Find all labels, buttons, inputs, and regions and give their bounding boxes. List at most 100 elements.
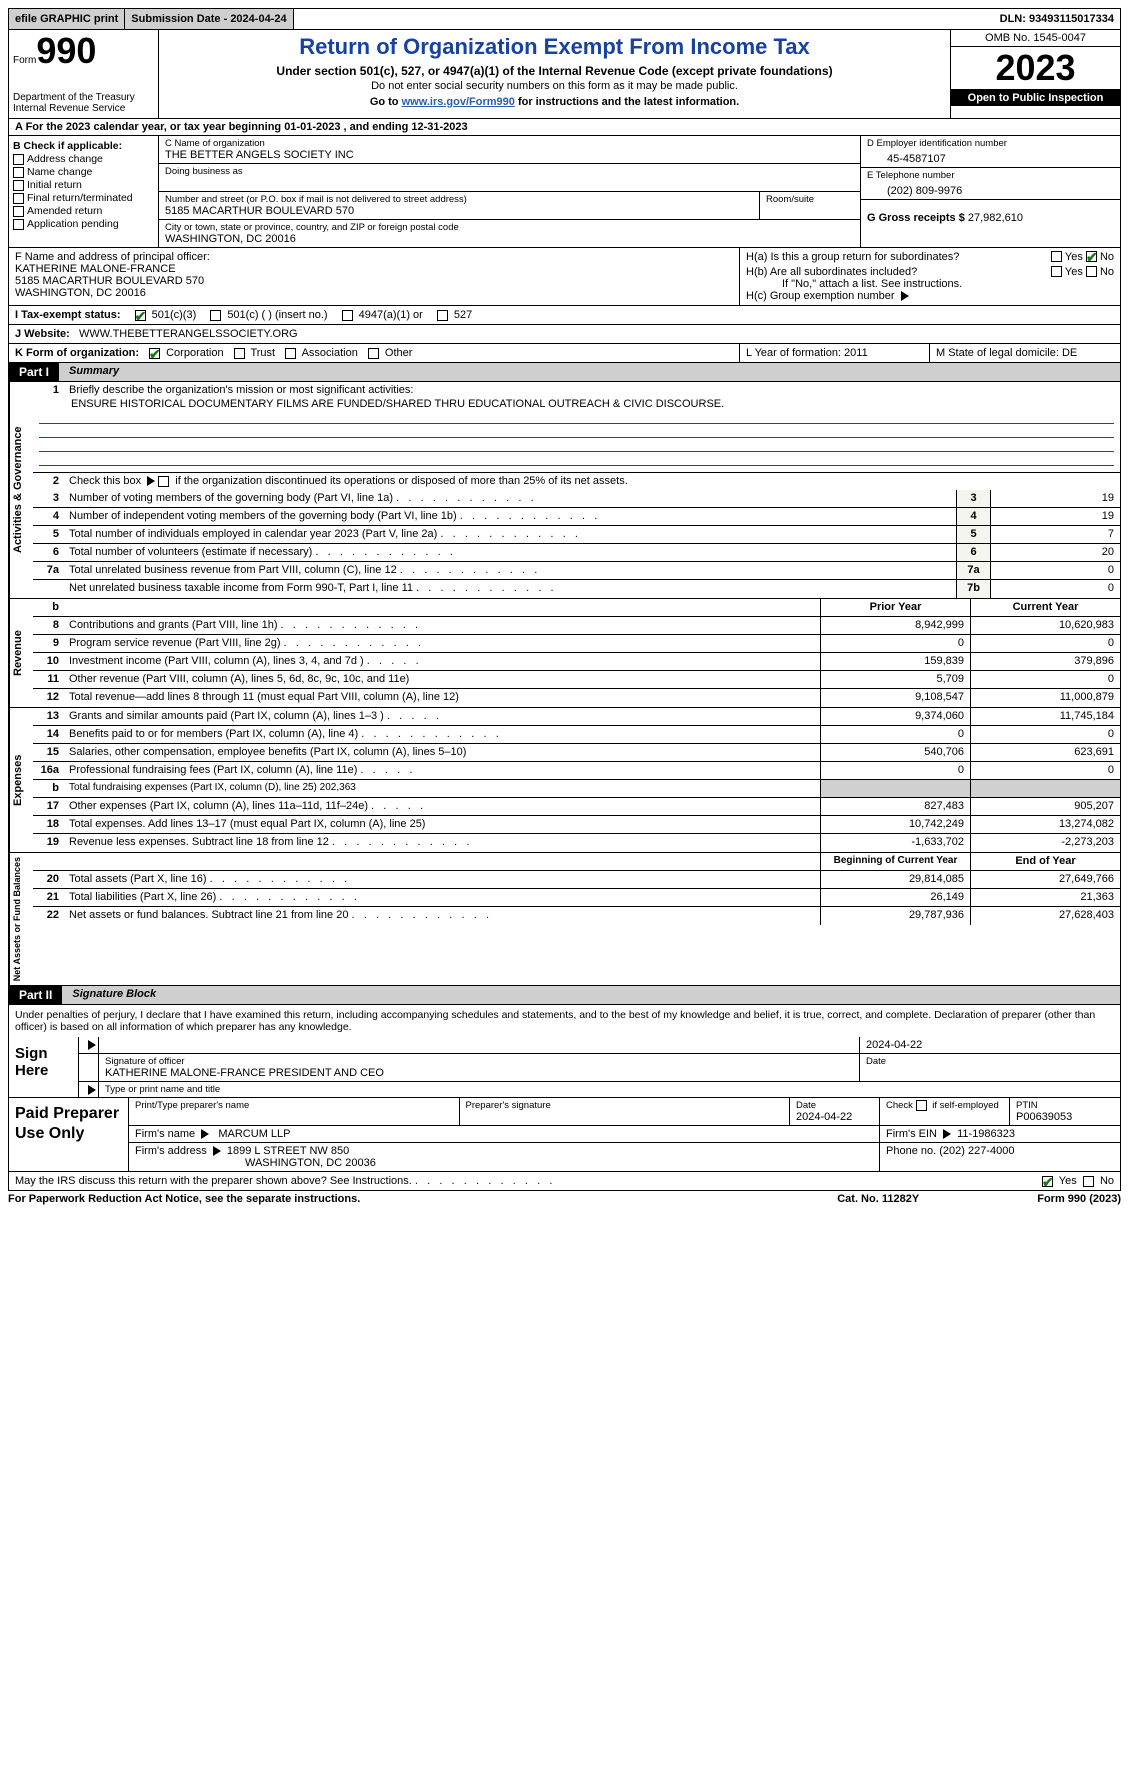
s4-val: 19 [990, 508, 1120, 525]
cb-initial-return[interactable] [13, 180, 24, 191]
cb-discuss-no[interactable] [1083, 1176, 1094, 1187]
part2-header: Part II Signature Block [8, 986, 1121, 1005]
cb-address-change[interactable] [13, 154, 24, 165]
hb2-label: If "No," attach a list. See instructions… [746, 278, 1114, 290]
s16a-label: Professional fundraising fees (Part IX, … [65, 762, 820, 779]
prep-date-label: Date [796, 1100, 816, 1111]
officer-addr1: 5185 MACARTHUR BOULEVARD 570 [15, 275, 733, 287]
ptin-label: PTIN [1016, 1100, 1038, 1111]
m-state: M State of legal domicile: DE [930, 344, 1120, 362]
city-value: WASHINGTON, DC 20016 [165, 233, 854, 245]
officer-label: F Name and address of principal officer: [15, 251, 733, 263]
sidelabel-netassets: Net Assets or Fund Balances [9, 853, 33, 985]
footer-discuss: May the IRS discuss this return with the… [8, 1172, 1121, 1191]
hb-label: H(b) Are all subordinates included? [746, 266, 1051, 278]
arrow-icon [88, 1040, 96, 1050]
cb-discontinued[interactable] [158, 476, 169, 487]
cb-hb-yes[interactable] [1051, 266, 1062, 277]
s9-curr: 0 [970, 635, 1120, 652]
begin-year-hdr: Beginning of Current Year [820, 853, 970, 870]
s5-val: 7 [990, 526, 1120, 543]
prep-phone: (202) 227-4000 [939, 1145, 1014, 1157]
cb-other[interactable] [368, 348, 379, 359]
sig-officer: KATHERINE MALONE-FRANCE PRESIDENT AND CE… [105, 1067, 384, 1079]
cb-app-pending[interactable] [13, 219, 24, 230]
cb-discuss-yes[interactable] [1042, 1176, 1053, 1187]
cb-ha-yes[interactable] [1051, 251, 1062, 262]
s19-label: Revenue less expenses. Subtract line 18 … [65, 834, 820, 852]
s16a-curr: 0 [970, 762, 1120, 779]
s6-val: 20 [990, 544, 1120, 561]
street-value: 5185 MACARTHUR BOULEVARD 570 [165, 205, 753, 217]
s3-val: 19 [990, 490, 1120, 507]
s9-label: Program service revenue (Part VIII, line… [65, 635, 820, 652]
s2-label: Check this box if the organization disco… [65, 473, 1120, 490]
cb-assoc[interactable] [285, 348, 296, 359]
s20-prior: 29,814,085 [820, 871, 970, 888]
efile-button[interactable]: efile GRAPHIC print [9, 9, 125, 29]
s18-prior: 10,742,249 [820, 816, 970, 833]
cb-527[interactable] [437, 310, 448, 321]
arrow-icon [943, 1129, 951, 1139]
ein-value: 45-4587107 [867, 149, 1114, 165]
s16b-curr-grey [970, 780, 1120, 797]
section-netassets: Net Assets or Fund Balances Beginning of… [8, 853, 1121, 986]
cb-amended[interactable] [13, 206, 24, 217]
s10-curr: 379,896 [970, 653, 1120, 670]
s18-label: Total expenses. Add lines 13–17 (must eq… [65, 816, 820, 833]
s5-label: Total number of individuals employed in … [65, 526, 956, 543]
sign-here-block: Sign Here 2024-04-22 Signature of office… [8, 1037, 1121, 1098]
sig-date: 2024-04-22 [860, 1037, 1120, 1053]
cb-hb-no[interactable] [1086, 266, 1097, 277]
s7b-label: Net unrelated business taxable income fr… [65, 580, 956, 598]
subtitle-1: Under section 501(c), 527, or 4947(a)(1)… [167, 64, 942, 78]
s4-label: Number of independent voting members of … [65, 508, 956, 525]
cb-name-change[interactable] [13, 167, 24, 178]
s17-prior: 827,483 [820, 798, 970, 815]
row-klm: K Form of organization: Corporation Trus… [8, 344, 1121, 363]
s22-label: Net assets or fund balances. Subtract li… [65, 907, 820, 925]
s21-label: Total liabilities (Part X, line 26) [65, 889, 820, 906]
cb-501c3[interactable] [135, 310, 146, 321]
cb-4947[interactable] [342, 310, 353, 321]
s7a-label: Total unrelated business revenue from Pa… [65, 562, 956, 579]
firm-ein-label: Firm's EIN [886, 1128, 937, 1140]
s3-label: Number of voting members of the governin… [65, 490, 956, 507]
arrow-icon [213, 1146, 221, 1156]
cb-ha-no[interactable] [1086, 251, 1097, 262]
submission-date: Submission Date - 2024-04-24 [125, 9, 293, 29]
s13-label: Grants and similar amounts paid (Part IX… [65, 708, 820, 725]
dln-label: DLN: 93493115017334 [994, 9, 1120, 29]
form-number: 990 [36, 30, 96, 71]
cb-trust[interactable] [234, 348, 245, 359]
prep-name-label: Print/Type preparer's name [129, 1098, 460, 1125]
form-page-label: Form 990 (2023) [1037, 1193, 1121, 1205]
s16a-prior: 0 [820, 762, 970, 779]
part2-title: Signature Block [62, 986, 1120, 1004]
end-year-hdr: End of Year [970, 853, 1120, 870]
gross-value: 27,982,610 [968, 212, 1023, 224]
cb-self-employed[interactable] [916, 1100, 927, 1111]
form-title: Return of Organization Exempt From Incom… [167, 34, 942, 60]
phone-label: E Telephone number [867, 170, 1114, 181]
s14-curr: 0 [970, 726, 1120, 743]
irs-link[interactable]: www.irs.gov/Form990 [402, 96, 515, 108]
firm-addr1: 1899 L STREET NW 850 [227, 1145, 349, 1157]
ptin-value: P00639053 [1016, 1111, 1072, 1123]
l-year: L Year of formation: 2011 [740, 344, 930, 362]
cb-final-return[interactable] [13, 193, 24, 204]
prior-year-hdr: Prior Year [820, 599, 970, 616]
arrow-icon [201, 1129, 209, 1139]
footer-bottom: For Paperwork Reduction Act Notice, see … [8, 1191, 1121, 1207]
s14-label: Benefits paid to or for members (Part IX… [65, 726, 820, 743]
prep-phone-label: Phone no. [886, 1145, 936, 1157]
firm-name: MARCUM LLP [218, 1128, 290, 1140]
cb-501c[interactable] [210, 310, 221, 321]
s12-curr: 11,000,879 [970, 689, 1120, 707]
form-header: Form990 Department of the Treasury Inter… [8, 30, 1121, 119]
firm-ein: 11-1986323 [957, 1128, 1015, 1140]
cb-corp[interactable] [149, 348, 160, 359]
open-public-badge: Open to Public Inspection [951, 90, 1120, 106]
s9-prior: 0 [820, 635, 970, 652]
ein-label: D Employer identification number [867, 138, 1114, 149]
